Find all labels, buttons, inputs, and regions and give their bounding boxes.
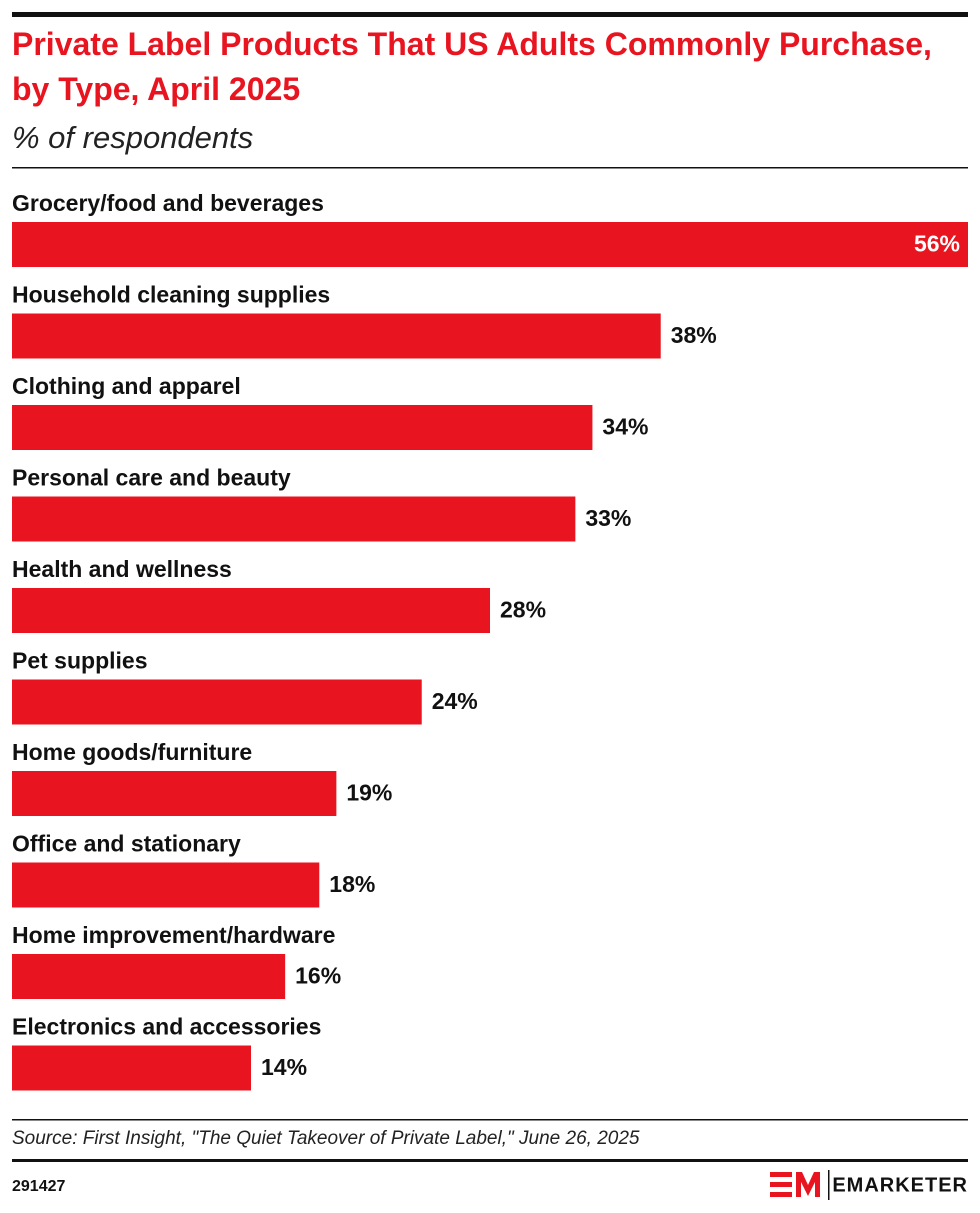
bar xyxy=(12,954,286,999)
value-label: 33% xyxy=(585,505,631,531)
value-label: 38% xyxy=(671,322,717,348)
value-label: 19% xyxy=(346,780,392,806)
chart-title: Private Label Products That US Adults Co… xyxy=(12,26,932,107)
value-label: 34% xyxy=(602,414,648,440)
value-label: 16% xyxy=(295,963,341,989)
bar xyxy=(12,405,593,450)
chart-id: 291427 xyxy=(12,1178,65,1195)
logo xyxy=(770,1170,830,1200)
value-label: 18% xyxy=(329,871,375,897)
value-label: 24% xyxy=(432,688,478,714)
category-label: Personal care and beauty xyxy=(12,465,291,491)
category-label: Office and stationary xyxy=(12,831,241,857)
bar xyxy=(12,222,968,267)
header-rule xyxy=(12,167,968,169)
bar xyxy=(12,862,320,908)
bottom-rule xyxy=(12,1159,968,1162)
category-label: Health and wellness xyxy=(12,556,232,582)
category-label: Clothing and apparel xyxy=(12,373,241,399)
bar xyxy=(12,1045,251,1091)
value-label: 14% xyxy=(261,1054,307,1080)
top-rule xyxy=(12,12,968,17)
category-label: Home goods/furniture xyxy=(12,739,252,765)
category-label: Home improvement/hardware xyxy=(12,922,335,948)
bar xyxy=(12,679,422,725)
category-label: Electronics and accessories xyxy=(12,1014,321,1040)
value-label: 28% xyxy=(500,597,546,623)
category-label: Pet supplies xyxy=(12,648,147,674)
source: Source: First Insight, "The Quiet Takeov… xyxy=(12,1128,640,1149)
value-label: 56% xyxy=(914,231,960,257)
bar xyxy=(12,313,661,359)
chart-subtitle: % of respondents xyxy=(12,120,253,155)
bar xyxy=(12,588,490,633)
brand: EMARKETER xyxy=(832,1174,968,1196)
bar xyxy=(12,771,337,816)
category-label: Household cleaning supplies xyxy=(12,282,330,308)
footer-rule xyxy=(12,1119,968,1121)
category-label: Grocery/food and beverages xyxy=(12,190,324,216)
bar xyxy=(12,496,576,542)
